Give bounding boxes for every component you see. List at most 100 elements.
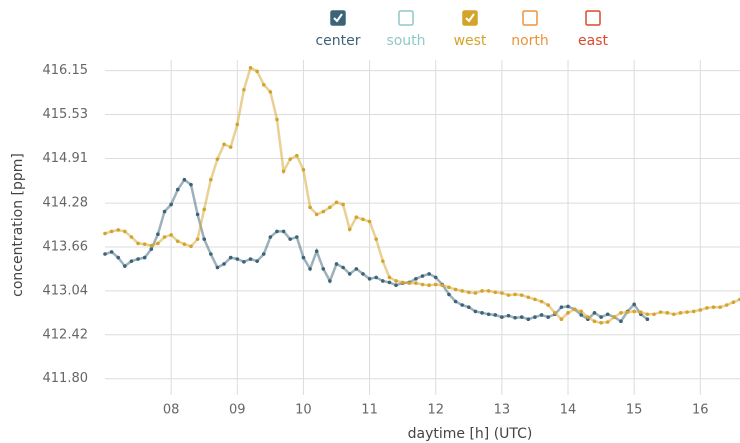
data-point [645,317,650,322]
data-point [665,311,670,315]
data-point [268,235,273,239]
data-point [539,313,544,317]
data-point [381,259,385,263]
data-point [440,283,445,288]
data-point [347,227,352,232]
data-point [467,305,471,309]
data-point [301,167,306,172]
data-point [195,237,200,241]
y-tick-label: 413.66 [43,239,89,254]
data-point [367,277,372,281]
data-point [202,237,207,241]
legend-checkbox[interactable] [398,10,414,26]
data-point [321,209,326,214]
x-tick-label: 12 [427,403,444,418]
data-point [619,319,623,324]
data-point [599,315,603,319]
data-point [427,272,431,276]
data-point [546,303,550,307]
data-point [605,312,610,317]
data-point [129,259,134,263]
data-point [215,265,220,270]
data-point [301,255,306,260]
data-point [255,259,259,263]
y-tick-label: 412.42 [43,327,89,342]
legend-label[interactable]: south [386,33,425,49]
data-point [572,307,577,312]
data-point [215,157,220,161]
data-point [162,235,167,239]
legend-checkbox[interactable] [585,10,601,26]
data-point [526,317,531,322]
x-tick-label: 15 [626,403,643,418]
data-point [447,285,451,290]
data-point [632,302,636,307]
data-point [295,235,299,239]
data-point [486,312,491,317]
data-point [142,242,147,246]
data-point [691,309,696,314]
data-point [374,275,378,280]
data-point [705,306,709,310]
data-point [586,315,590,319]
data-point [533,315,537,319]
data-point [672,312,676,317]
legend-item[interactable]: center [315,10,361,49]
data-point [347,272,352,276]
data-point [361,272,365,276]
y-tick-label: 413.04 [43,283,89,298]
data-point [242,260,246,264]
data-point [275,229,279,234]
data-point [460,289,464,293]
data-point [156,241,160,246]
data-point [175,187,180,192]
data-point [228,145,233,149]
legend-check [333,13,343,23]
data-point [195,212,200,217]
data-point [288,237,293,241]
data-point [420,274,425,278]
data-point [354,267,359,271]
x-tick-label: 14 [560,403,577,418]
legend-item[interactable]: east [578,10,608,49]
x-tick-label: 13 [494,403,511,418]
legend-label[interactable]: center [315,33,360,49]
data-point [374,237,378,241]
data-point [546,315,550,319]
data-point [381,279,385,283]
legend-label[interactable]: east [578,33,608,49]
data-point [414,281,418,285]
data-point [526,295,531,300]
data-point [519,293,524,297]
legend-item[interactable]: west [454,10,487,49]
data-point [473,291,478,295]
data-point [334,200,339,205]
legend-item[interactable]: north [511,10,549,49]
data-point [228,255,233,260]
data-point [149,243,154,248]
data-point [467,290,471,295]
data-point [394,283,398,288]
data-point [658,310,663,314]
data-point [189,182,193,187]
data-point [169,202,173,207]
legend-label[interactable]: west [454,33,487,49]
data-point [281,169,286,173]
legend-item[interactable]: south [386,10,426,49]
data-point [638,310,643,314]
data-point [473,309,478,314]
data-point [592,319,597,324]
y-axis-title: concentration [ppm] [10,153,26,297]
legend-label[interactable]: north [511,33,549,49]
data-point [519,315,524,319]
data-point [480,289,484,293]
data-point [103,231,107,236]
legend-checkbox[interactable] [522,10,538,26]
data-point [129,235,134,239]
data-point [711,305,716,309]
data-point [123,229,127,234]
data-point [539,299,544,304]
data-point [116,255,121,260]
data-point [109,229,114,234]
data-point [559,317,564,322]
